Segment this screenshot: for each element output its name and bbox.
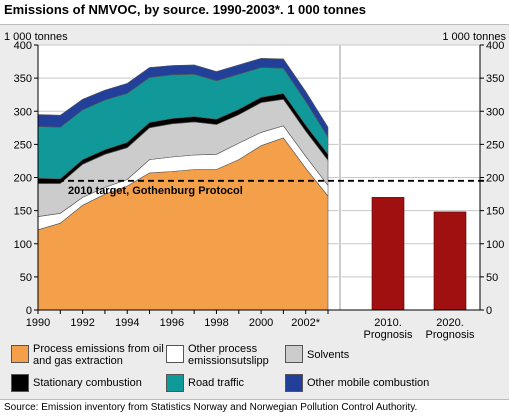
legend-swatch [11,345,29,363]
legend-label: Process emissions from oil and gas extra… [33,343,164,367]
x-tick-label: 2002* [291,317,320,329]
prognosis-label: Prognosis [426,329,475,341]
prognosis-label: Prognosis [364,329,413,341]
chart-title: Emissions of NMVOC, by source. 1990-2003… [4,2,366,17]
y-tick-label: 0 [26,305,32,317]
legend-swatch [11,374,29,392]
source-note: Source: Emission inventory from Statisti… [4,402,418,413]
legend-swatch [166,345,184,363]
x-tick-label: 2000 [249,317,273,329]
y-tick-label: 100 [14,239,32,251]
x-tick-label: 1994 [115,317,139,329]
y-tick-label: 350 [486,73,504,85]
y-tick-label: 250 [14,139,32,151]
legend-swatch [166,374,184,392]
y-unit-left: 1 000 tonnes [4,31,68,43]
prognosis-bar-0 [371,197,405,311]
legend-swatch [285,374,303,392]
y-tick-label: 200 [14,173,32,185]
legend-label: Other mobile combustion [307,377,430,389]
y-tick-label: 200 [486,173,504,185]
x-tick-label: 1996 [160,317,184,329]
y-tick-label: 100 [486,239,504,251]
y-tick-label: 400 [486,40,504,52]
y-tick-label: 400 [14,40,32,52]
y-tick-label: 50 [486,272,498,284]
y-tick-label: 50 [20,272,32,284]
x-tick-label: 1998 [204,317,228,329]
legend-swatch [285,345,303,363]
prognosis-label: 2010. [374,317,402,329]
y-tick-label: 300 [14,106,32,118]
legend-label: Road traffic [188,377,245,389]
x-tick-label: 1992 [70,317,94,329]
legend-label: Solvents [307,349,350,361]
y-tick-label: 250 [486,139,504,151]
y-tick-label: 150 [14,206,32,218]
y-tick-label: 0 [486,305,492,317]
y-tick-label: 300 [486,106,504,118]
legend-label: Stationary combustion [33,377,142,389]
prognosis-bar-1 [433,211,467,311]
prognosis-label: 2020. [436,317,464,329]
target-label: 2010 target, Gothenburg Protocol [68,185,243,197]
y-tick-label: 150 [486,206,504,218]
x-tick-label: 1990 [26,317,50,329]
area-series-5 [37,57,329,139]
y-unit-right: 1 000 tonnes [442,31,506,43]
legend-label: Other process emissionsutslipp [188,343,269,367]
y-tick-label: 350 [14,73,32,85]
